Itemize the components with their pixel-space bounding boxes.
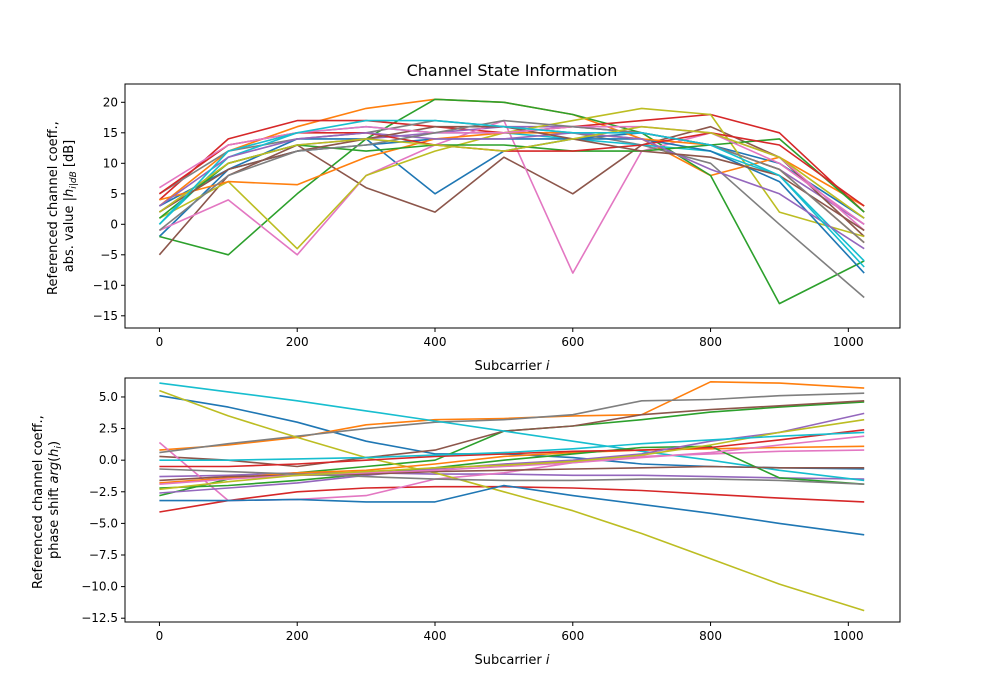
phase-x-tick-label-0: 0 bbox=[156, 629, 164, 643]
phase-x-tick-label-5: 1000 bbox=[833, 629, 864, 643]
phase-series-line-13 bbox=[159, 445, 865, 489]
magnitude-y-axis-label-line2: abs. value |hi|dB [dB] bbox=[62, 140, 79, 272]
phase-y-tick-label-7: 5.0 bbox=[99, 390, 118, 404]
phase-series-line-10 bbox=[159, 382, 865, 482]
phase-series-line-11 bbox=[159, 484, 865, 536]
magnitude-axis-ticks: 0 200 400 600 800 1000 −15 −10 −5 0 5 10 15 20 bbox=[93, 95, 864, 349]
magnitude-y-tick-label-3: 0 bbox=[110, 217, 118, 231]
phase-series-line-20 bbox=[159, 431, 865, 462]
phase-subplot: 0 200 400 600 800 1000 −12.5 −10.0 −7.5 −5.0 −2.5 0… bbox=[31, 377, 901, 668]
phase-plot-frame bbox=[124, 377, 901, 623]
phase-axis-ticks: 0 200 400 600 800 1000 −12.5 −10.0 −7.5 −5.0 −2.5 0… bbox=[81, 390, 863, 643]
magnitude-series-line-17 bbox=[158, 125, 865, 225]
magnitude-x-tick-label-2: 400 bbox=[424, 335, 447, 349]
magnitude-y-tick-label-5: 10 bbox=[103, 156, 118, 170]
phase-y-axis-label-line1: Referenced channel coeff., bbox=[31, 415, 46, 589]
magnitude-y-tick-label-0: −15 bbox=[93, 309, 118, 323]
phase-y-tick-label-2: −7.5 bbox=[89, 548, 118, 562]
magnitude-series-line-3 bbox=[159, 98, 865, 305]
chart-title: Channel State Information bbox=[407, 61, 618, 80]
magnitude-y-axis-label: Referenced channel coeff., abs. value |h… bbox=[46, 117, 79, 295]
phase-series-line-8 bbox=[159, 392, 865, 454]
phase-y-tick-label-4: −2.5 bbox=[89, 485, 118, 499]
magnitude-x-axis-label: Subcarrier i bbox=[474, 359, 549, 374]
phase-x-axis-label: Subcarrier i bbox=[474, 653, 549, 668]
phase-series-line-4 bbox=[159, 485, 865, 513]
magnitude-y-tick-label-6: 15 bbox=[103, 126, 118, 140]
phase-y-tick-label-5: 0.0 bbox=[99, 453, 118, 467]
phase-series-line-9 bbox=[159, 389, 865, 612]
magnitude-x-tick-label-0: 0 bbox=[156, 335, 164, 349]
magnitude-series-group bbox=[158, 98, 865, 305]
magnitude-series-line-19 bbox=[158, 125, 865, 219]
magnitude-x-tick-label-4: 800 bbox=[699, 335, 722, 349]
magnitude-x-tick-label-1: 200 bbox=[286, 335, 309, 349]
phase-y-tick-label-0: −12.5 bbox=[81, 611, 118, 625]
magnitude-y-tick-label-4: 5 bbox=[110, 187, 118, 201]
phase-series-line-17 bbox=[159, 435, 865, 485]
magnitude-y-axis-label-line1: Referenced channel coeff., bbox=[46, 121, 61, 295]
phase-y-tick-label-3: −5.0 bbox=[89, 516, 118, 530]
magnitude-subplot: Channel State Information 0 200 400 600 800 1… bbox=[46, 61, 901, 374]
magnitude-y-tick-label-7: 20 bbox=[103, 95, 118, 109]
magnitude-x-tick-label-3: 600 bbox=[561, 335, 584, 349]
phase-y-axis-label-line2: phase shift arg(hi) bbox=[47, 441, 64, 559]
phase-y-tick-label-1: −10.0 bbox=[81, 580, 118, 594]
magnitude-plot-frame bbox=[124, 83, 901, 329]
phase-y-tick-label-6: 2.5 bbox=[99, 422, 118, 436]
phase-x-tick-label-2: 400 bbox=[424, 629, 447, 643]
phase-series-line-19 bbox=[159, 418, 865, 491]
magnitude-series-line-20 bbox=[158, 119, 865, 268]
phase-series-line-18 bbox=[159, 468, 865, 485]
magnitude-series-line-15 bbox=[158, 132, 865, 250]
phase-x-tick-label-3: 600 bbox=[561, 629, 584, 643]
phase-series-line-12 bbox=[159, 445, 865, 484]
phase-x-tick-label-4: 800 bbox=[699, 629, 722, 643]
phase-series-line-14 bbox=[159, 429, 865, 468]
magnitude-y-tick-label-1: −10 bbox=[93, 278, 118, 292]
magnitude-series-line-18 bbox=[158, 119, 865, 244]
phase-series-line-16 bbox=[159, 465, 865, 482]
phase-series-line-2 bbox=[159, 380, 865, 451]
phase-x-tick-label-1: 200 bbox=[286, 629, 309, 643]
magnitude-y-tick-label-2: −5 bbox=[100, 248, 118, 262]
phase-y-axis-label: Referenced channel coeff., phase shift a… bbox=[31, 411, 64, 589]
phase-series-group bbox=[158, 380, 865, 612]
magnitude-x-tick-label-5: 1000 bbox=[833, 335, 864, 349]
